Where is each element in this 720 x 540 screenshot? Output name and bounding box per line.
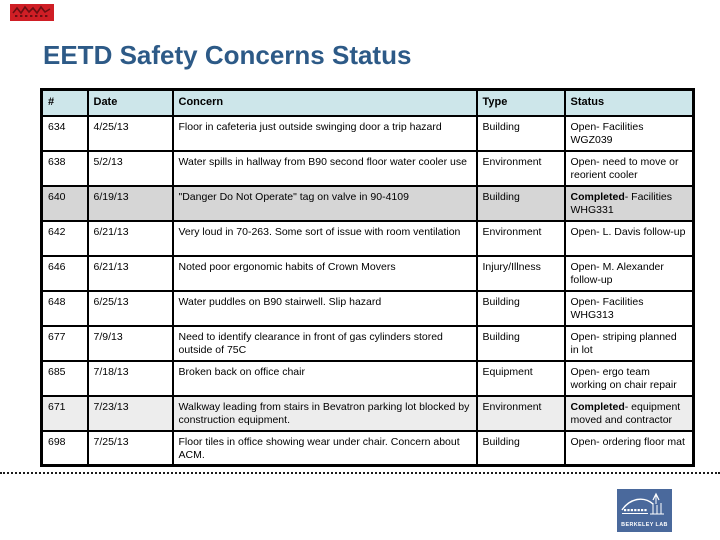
cell-date: 6/21/13	[86, 219, 174, 257]
status-text: - equipment moved and contractor	[570, 400, 681, 426]
cell-num: 671	[40, 394, 89, 432]
cell-date: 7/9/13	[86, 324, 174, 362]
cell-concern: Very loud in 70-263. Some sort of issue …	[171, 219, 478, 257]
cell-concern: Floor tiles in office showing wear under…	[171, 429, 478, 467]
cell-type: Building	[475, 114, 566, 152]
col-header-concern: Concern	[171, 88, 478, 117]
cell-date: 6/19/13	[86, 184, 174, 222]
cell-status: Open- ordering floor mat	[563, 429, 695, 467]
building-icon	[650, 503, 664, 515]
windows-icon	[624, 509, 647, 512]
cell-status: Open- Facilities WHG313	[563, 289, 695, 327]
cell-concern: Need to identify clearance in front of g…	[171, 324, 478, 362]
cell-status: Open- ergo team working on chair repair	[563, 359, 695, 397]
cell-status: Open- M. Alexander follow-up	[563, 254, 695, 292]
table-row: 642 6/21/13 Very loud in 70-263. Some so…	[40, 219, 695, 257]
table-row: 646 6/21/13 Noted poor ergonomic habits …	[40, 254, 695, 292]
cell-num: 685	[40, 359, 89, 397]
berkeley-lab-logo-label: BERKELEY LAB	[621, 522, 668, 528]
cell-date: 6/21/13	[86, 254, 174, 292]
cell-num: 698	[40, 429, 89, 467]
header-row: # Date Concern Type Status	[40, 88, 695, 117]
col-header-status: Status	[563, 88, 695, 117]
cell-num: 640	[40, 184, 89, 222]
status-text: Open- ergo team working on chair repair	[570, 365, 677, 391]
cell-date: 7/23/13	[86, 394, 174, 432]
table-row: 677 7/9/13 Need to identify clearance in…	[40, 324, 695, 362]
cell-date: 5/2/13	[86, 149, 174, 187]
table-row: 634 4/25/13 Floor in cafeteria just outs…	[40, 114, 695, 152]
dotted-line	[0, 472, 720, 474]
cell-status: Completed- Facilities WHG331	[563, 184, 695, 222]
cell-type: Environment	[475, 219, 566, 257]
table-body: 634 4/25/13 Floor in cafeteria just outs…	[40, 114, 695, 467]
cell-type: Environment	[475, 149, 566, 187]
table-row: 640 6/19/13 "Danger Do Not Operate" tag …	[40, 184, 695, 222]
cell-concern: Water spills in hallway from B90 second …	[171, 149, 478, 187]
cell-concern: Walkway leading from stairs in Bevatron …	[171, 394, 478, 432]
cell-date: 6/25/13	[86, 289, 174, 327]
table-row: 648 6/25/13 Water puddles on B90 stairwe…	[40, 289, 695, 327]
cell-num: 646	[40, 254, 89, 292]
status-text: Open- need to move or reorient cooler	[570, 155, 679, 181]
berkeley-lab-logo: BERKELEY LAB	[617, 489, 672, 532]
cell-concern: Noted poor ergonomic habits of Crown Mov…	[171, 254, 478, 292]
status-text: Open- ordering floor mat	[570, 435, 685, 448]
col-header-date: Date	[86, 88, 174, 117]
cell-status: Completed- equipment moved and contracto…	[563, 394, 695, 432]
concerns-table: # Date Concern Type Status 634 4/25/13 F…	[40, 88, 695, 467]
cell-concern: "Danger Do Not Operate" tag on valve in …	[171, 184, 478, 222]
cell-status: Open- striping planned in lot	[563, 324, 695, 362]
cell-type: Injury/Illness	[475, 254, 566, 292]
status-text: Open- M. Alexander follow-up	[570, 260, 664, 286]
cell-status: Open- Facilities WGZ039	[563, 114, 695, 152]
table-header: # Date Concern Type Status	[40, 88, 695, 117]
cell-date: 7/18/13	[86, 359, 174, 397]
table-row: 638 5/2/13 Water spills in hallway from …	[40, 149, 695, 187]
cell-type: Environment	[475, 394, 566, 432]
status-bold-text: Completed	[570, 400, 625, 413]
cell-date: 7/25/13	[86, 429, 174, 467]
red-lab-logo-icon	[10, 4, 54, 21]
cell-concern: Water puddles on B90 stairwell. Slip haz…	[171, 289, 478, 327]
col-header-num: #	[40, 88, 89, 117]
cell-concern: Broken back on office chair	[171, 359, 478, 397]
cell-num: 677	[40, 324, 89, 362]
cell-type: Building	[475, 429, 566, 467]
table-row: 685 7/18/13 Broken back on office chair …	[40, 359, 695, 397]
status-text: Open- striping planned in lot	[570, 330, 677, 356]
cell-status: Open- L. Davis follow-up	[563, 219, 695, 257]
cell-status: Open- need to move or reorient cooler	[563, 149, 695, 187]
status-text: Open- Facilities WHG313	[570, 295, 644, 321]
cell-num: 648	[40, 289, 89, 327]
table-row: 671 7/23/13 Walkway leading from stairs …	[40, 394, 695, 432]
status-bold-text: Completed	[570, 190, 625, 203]
cell-date: 4/25/13	[86, 114, 174, 152]
cell-concern: Floor in cafeteria just outside swinging…	[171, 114, 478, 152]
cell-num: 634	[40, 114, 89, 152]
col-header-type: Type	[475, 88, 566, 117]
page-title: EETD Safety Concerns Status	[43, 40, 412, 70]
cell-type: Equipment	[475, 359, 566, 397]
status-text: Open- L. Davis follow-up	[570, 225, 686, 238]
cell-num: 638	[40, 149, 89, 187]
cell-type: Building	[475, 289, 566, 327]
cell-type: Building	[475, 184, 566, 222]
cell-type: Building	[475, 324, 566, 362]
cell-num: 642	[40, 219, 89, 257]
table-row: 698 7/25/13 Floor tiles in office showin…	[40, 429, 695, 467]
status-text: - Facilities WHG331	[570, 190, 673, 216]
status-text: Open- Facilities WGZ039	[570, 120, 644, 146]
